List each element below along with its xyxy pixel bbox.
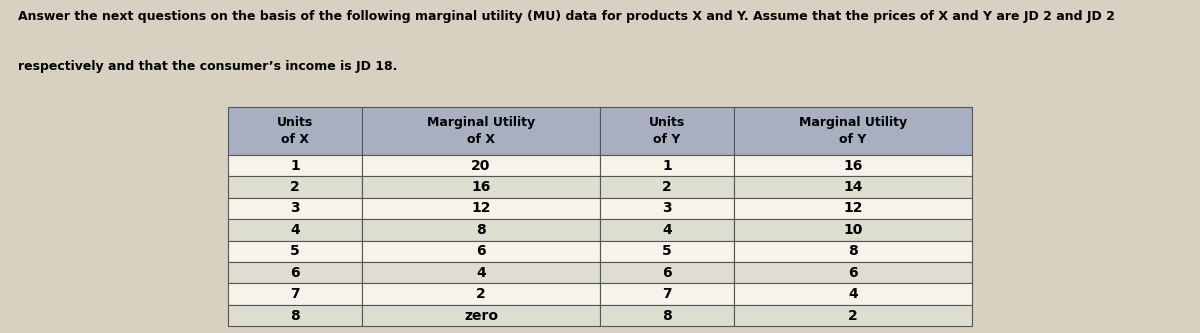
Bar: [228, 176, 362, 198]
Bar: [362, 283, 600, 305]
Text: 7: 7: [290, 287, 300, 301]
Bar: [228, 107, 362, 155]
Bar: [734, 241, 972, 262]
Text: 16: 16: [844, 159, 863, 172]
Text: 8: 8: [848, 244, 858, 258]
Text: 4: 4: [662, 223, 672, 237]
Text: 12: 12: [472, 201, 491, 215]
Text: Marginal Utility: Marginal Utility: [427, 116, 535, 129]
Text: 7: 7: [662, 287, 672, 301]
Text: 2: 2: [662, 180, 672, 194]
Bar: [600, 198, 734, 219]
Text: 12: 12: [844, 201, 863, 215]
Text: 20: 20: [472, 159, 491, 172]
Bar: [734, 198, 972, 219]
Text: 8: 8: [290, 309, 300, 323]
Bar: [228, 262, 362, 283]
Bar: [600, 155, 734, 176]
Bar: [228, 198, 362, 219]
Bar: [734, 155, 972, 176]
Text: of Y: of Y: [839, 133, 866, 146]
Bar: [362, 155, 600, 176]
Bar: [600, 305, 734, 326]
Text: 2: 2: [476, 287, 486, 301]
Bar: [362, 176, 600, 198]
Bar: [228, 219, 362, 241]
Bar: [362, 305, 600, 326]
Text: 3: 3: [290, 201, 300, 215]
Text: 16: 16: [472, 180, 491, 194]
Bar: [734, 283, 972, 305]
Text: 5: 5: [662, 244, 672, 258]
Text: 1: 1: [290, 159, 300, 172]
Text: 1: 1: [662, 159, 672, 172]
Text: of X: of X: [467, 133, 494, 146]
Bar: [228, 283, 362, 305]
Text: 6: 6: [848, 266, 858, 280]
Text: 4: 4: [476, 266, 486, 280]
Text: 3: 3: [662, 201, 672, 215]
Bar: [734, 176, 972, 198]
Bar: [734, 262, 972, 283]
Text: 2: 2: [290, 180, 300, 194]
Bar: [734, 107, 972, 155]
Text: 2: 2: [848, 309, 858, 323]
Text: 5: 5: [290, 244, 300, 258]
Text: 6: 6: [476, 244, 486, 258]
Bar: [600, 176, 734, 198]
Text: Marginal Utility: Marginal Utility: [799, 116, 907, 129]
Text: 6: 6: [662, 266, 672, 280]
Bar: [228, 305, 362, 326]
Bar: [734, 219, 972, 241]
Bar: [734, 305, 972, 326]
Bar: [228, 241, 362, 262]
Bar: [600, 283, 734, 305]
Text: 10: 10: [844, 223, 863, 237]
Bar: [362, 219, 600, 241]
Bar: [362, 241, 600, 262]
Text: of X: of X: [281, 133, 308, 146]
Text: 4: 4: [848, 287, 858, 301]
Text: 8: 8: [662, 309, 672, 323]
Bar: [600, 241, 734, 262]
Bar: [362, 262, 600, 283]
Bar: [362, 107, 600, 155]
Text: respectively and that the consumer’s income is JD 18.: respectively and that the consumer’s inc…: [18, 60, 397, 73]
Text: 14: 14: [844, 180, 863, 194]
Text: of Y: of Y: [653, 133, 680, 146]
Text: 8: 8: [476, 223, 486, 237]
Bar: [362, 198, 600, 219]
Text: 4: 4: [290, 223, 300, 237]
Text: Units: Units: [277, 116, 313, 129]
Bar: [600, 219, 734, 241]
Text: Units: Units: [649, 116, 685, 129]
Text: zero: zero: [464, 309, 498, 323]
Text: Answer the next questions on the basis of the following marginal utility (MU) da: Answer the next questions on the basis o…: [18, 10, 1115, 23]
Bar: [228, 155, 362, 176]
Bar: [600, 107, 734, 155]
Bar: [600, 262, 734, 283]
Text: 6: 6: [290, 266, 300, 280]
